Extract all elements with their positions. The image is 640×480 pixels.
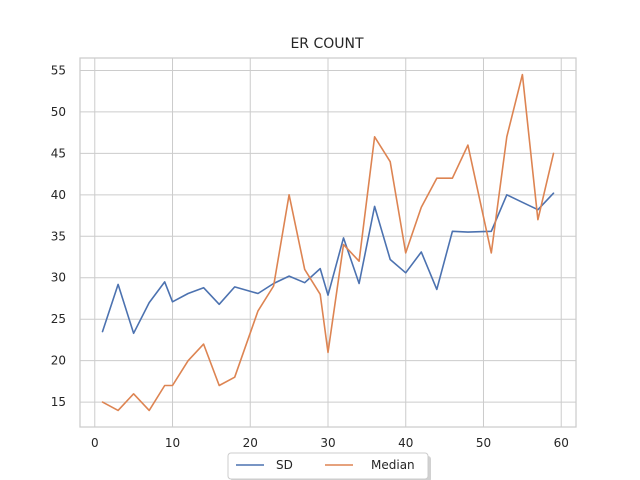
y-tick-label: 50 — [51, 105, 66, 119]
x-tick-label: 50 — [476, 436, 491, 450]
legend-box — [227, 452, 429, 480]
series-line-sd — [101, 192, 555, 335]
legend: SD Median — [227, 452, 431, 480]
chart-title: ER COUNT — [290, 36, 364, 52]
x-axis-ticks: 0 10 20 30 40 50 60 — [91, 436, 569, 450]
series-line-median — [101, 73, 555, 412]
y-tick-label: 45 — [51, 146, 66, 160]
y-tick-label: 25 — [51, 312, 66, 326]
series-layer — [101, 73, 555, 412]
legend-label-median: Median — [371, 458, 415, 472]
y-tick-label: 35 — [51, 229, 66, 243]
y-tick-label: 40 — [51, 188, 66, 202]
plot-frame — [79, 57, 577, 428]
gridlines — [80, 58, 576, 427]
y-tick-label: 30 — [51, 271, 66, 285]
x-tick-label: 30 — [320, 436, 335, 450]
x-tick-label: 20 — [243, 436, 258, 450]
y-tick-label: 15 — [51, 395, 66, 409]
x-tick-label: 60 — [554, 436, 569, 450]
x-tick-label: 40 — [398, 436, 413, 450]
y-tick-label: 20 — [51, 354, 66, 368]
y-tick-label: 55 — [51, 63, 66, 77]
x-tick-label: 0 — [91, 436, 99, 450]
x-tick-label: 10 — [165, 436, 180, 450]
legend-label-sd: SD — [276, 458, 293, 472]
y-axis-ticks: 15 20 25 30 35 40 45 50 55 — [51, 63, 66, 409]
